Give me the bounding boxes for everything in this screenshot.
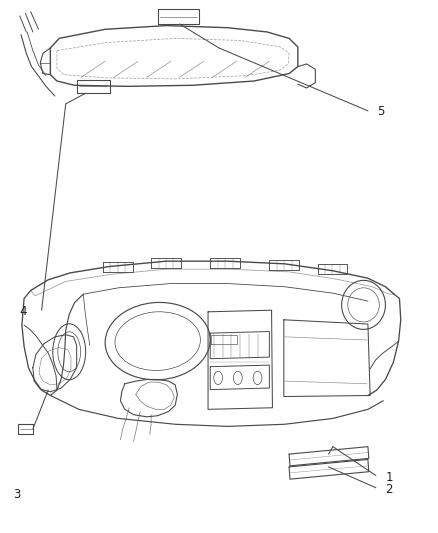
Text: 1: 1 xyxy=(385,471,393,483)
Text: 5: 5 xyxy=(377,106,384,118)
Text: 2: 2 xyxy=(385,483,393,496)
Text: 4: 4 xyxy=(20,305,27,318)
Text: 3: 3 xyxy=(13,488,21,501)
